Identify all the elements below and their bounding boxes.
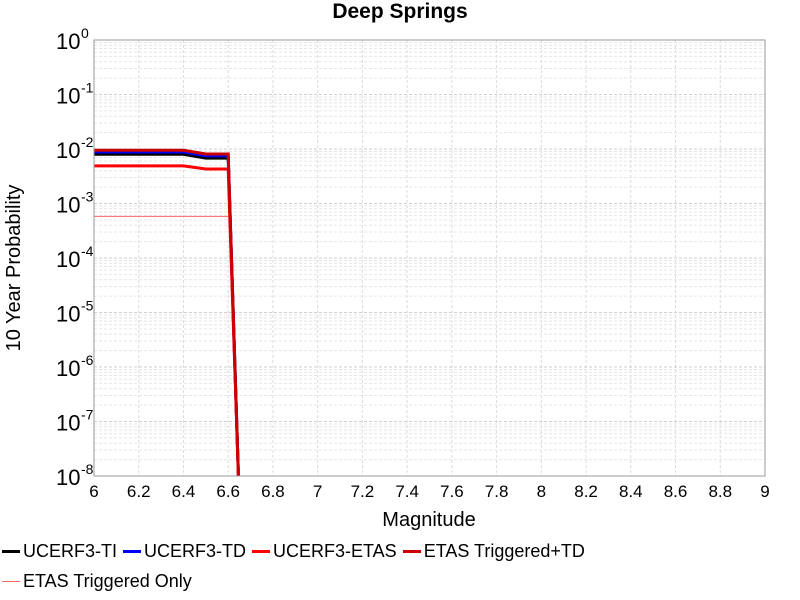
x-axis-label: Magnitude bbox=[382, 509, 475, 531]
y-tick-label: 10 -1 bbox=[56, 80, 94, 109]
y-tick-base: 10 bbox=[56, 247, 80, 272]
x-tick-label: 8.2 bbox=[574, 482, 598, 501]
y-tick-label: 10 -8 bbox=[56, 461, 94, 490]
x-tick-label: 6.8 bbox=[261, 482, 285, 501]
plot-series bbox=[94, 148, 240, 476]
series-line-ucerf3-etas bbox=[94, 164, 240, 476]
x-tick-label: 6.2 bbox=[127, 482, 151, 501]
legend-row: ETAS Triggered Only bbox=[0, 566, 800, 596]
y-tick-exponent: -8 bbox=[81, 461, 94, 477]
chart: Deep Springs 6 6.2 6.4 6.6 6.8 7 7.2 7.4 7.6 7.8 8… bbox=[3, 0, 770, 531]
y-tick-exponent: -6 bbox=[81, 352, 94, 368]
y-tick-exponent: 0 bbox=[81, 25, 89, 41]
legend-label: ETAS Triggered Only bbox=[23, 570, 192, 591]
legend: UCERF3-TI UCERF3-TD UCERF3-ETAS ETAS Trigge… bbox=[0, 536, 800, 596]
legend-label: UCERF3-ETAS bbox=[273, 540, 397, 561]
x-tick-label: 9 bbox=[760, 482, 769, 501]
y-tick-exponent: -3 bbox=[81, 189, 94, 205]
y-tick-exponent: -2 bbox=[81, 134, 94, 150]
plot-frame bbox=[93, 39, 766, 477]
grid bbox=[93, 39, 766, 477]
y-tick-label: 10 -7 bbox=[56, 407, 94, 436]
y-tick-base: 10 bbox=[56, 356, 80, 381]
legend-item: ETAS Triggered+TD bbox=[402, 540, 585, 562]
y-tick-label: 10 0 bbox=[56, 25, 89, 54]
y-tick-exponent: -5 bbox=[81, 298, 94, 314]
x-tick-label: 8.4 bbox=[619, 482, 643, 501]
legend-label: ETAS Triggered+TD bbox=[423, 540, 585, 561]
legend-swatch bbox=[402, 549, 421, 553]
x-tick-label: 7.8 bbox=[485, 482, 509, 501]
x-tick-label: 7.4 bbox=[395, 482, 419, 501]
legend-swatch bbox=[252, 549, 270, 553]
y-axis-label: 10 Year Probability bbox=[3, 185, 25, 352]
chart-title: Deep Springs bbox=[332, 0, 467, 23]
x-tick-label: 6.4 bbox=[172, 482, 196, 501]
legend-item: UCERF3-TI bbox=[2, 541, 117, 562]
legend-swatch bbox=[2, 549, 20, 553]
y-tick-base: 10 bbox=[56, 29, 80, 54]
y-tick-base: 10 bbox=[56, 411, 80, 436]
legend-item: UCERF3-ETAS bbox=[252, 541, 397, 562]
y-tick-exponent: -4 bbox=[81, 243, 94, 259]
legend-row: UCERF3-TI UCERF3-TD UCERF3-ETAS ETAS Trigge… bbox=[0, 536, 800, 566]
x-tick-label: 8 bbox=[537, 482, 546, 501]
y-tick-base: 10 bbox=[56, 138, 80, 163]
x-tick-label: 8.8 bbox=[708, 482, 732, 501]
y-tick-base: 10 bbox=[56, 193, 80, 218]
x-tick-label: 7.2 bbox=[351, 482, 375, 501]
y-tick-base: 10 bbox=[56, 84, 80, 109]
x-tick-labels: 6 6.2 6.4 6.6 6.8 7 7.2 7.4 7.6 7.8 8 8.2 8.4 8.6 8.8 9 bbox=[89, 482, 769, 501]
y-tick-label: 10 -2 bbox=[56, 134, 94, 163]
y-tick-label: 10 -4 bbox=[56, 243, 94, 272]
y-tick-exponent: -1 bbox=[81, 80, 94, 96]
y-tick-exponent: -7 bbox=[81, 407, 94, 423]
y-tick-base: 10 bbox=[56, 302, 80, 327]
x-tick-label: 7 bbox=[313, 482, 322, 501]
legend-label: UCERF3-TD bbox=[144, 540, 246, 561]
x-tick-label: 7.6 bbox=[440, 482, 464, 501]
x-tick-label: 6 bbox=[89, 482, 98, 501]
y-tick-base: 10 bbox=[56, 465, 80, 490]
y-tick-label: 10 -6 bbox=[56, 352, 94, 381]
x-tick-label: 6.6 bbox=[216, 482, 240, 501]
legend-item: UCERF3-TD bbox=[123, 541, 246, 562]
series-line-ucerf3-ti bbox=[94, 152, 240, 476]
x-tick-label: 8.6 bbox=[664, 482, 688, 501]
series-line-etas-triggered-td bbox=[94, 148, 240, 476]
legend-label: UCERF3-TI bbox=[23, 540, 117, 561]
legend-item: ETAS Triggered Only bbox=[2, 571, 192, 592]
y-tick-label: 10 -3 bbox=[56, 189, 94, 218]
legend-swatch bbox=[2, 580, 20, 582]
legend-swatch bbox=[123, 549, 141, 553]
y-tick-label: 10 -5 bbox=[56, 298, 94, 327]
